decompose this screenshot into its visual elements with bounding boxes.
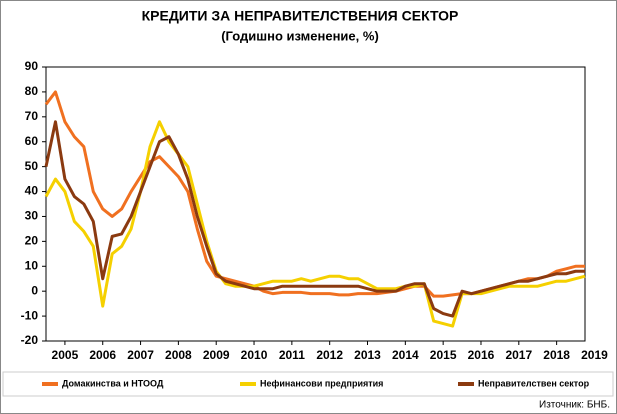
x-tick-label: 2016: [468, 348, 495, 362]
x-tick-label: 2018: [543, 348, 570, 362]
legend-frame: [2, 371, 614, 397]
x-tick-label: 2005: [52, 348, 79, 362]
y-tick-label: 20: [25, 234, 39, 248]
y-tick-label: 0: [31, 283, 38, 297]
series-line: [44, 120, 585, 318]
x-tick-label: 2006: [89, 348, 116, 362]
y-tick-label: 60: [25, 134, 39, 148]
y-tick-label: 30: [25, 209, 39, 223]
x-tick-label: 2007: [127, 348, 154, 362]
x-tick-label: 2010: [241, 348, 268, 362]
x-tick-label: 2015: [430, 348, 457, 362]
y-tick-label: 10: [25, 258, 39, 272]
y-tick-label: 50: [25, 159, 39, 173]
source: Източник: БНБ.: [539, 400, 610, 411]
y-tick-label: -10: [21, 308, 39, 322]
y-tick-label: -20: [21, 333, 39, 347]
y-tick-label: 40: [25, 184, 39, 198]
x-tick-label: 2013: [354, 348, 381, 362]
chart-subtitle: (Годишно изменение, %): [221, 28, 379, 43]
y-tick-label: 80: [25, 84, 39, 98]
x-tick-label: 2009: [203, 348, 230, 362]
y-tick-label: 90: [25, 59, 39, 73]
x-tick-label: 2012: [316, 348, 343, 362]
x-tick-label: 2011: [279, 348, 305, 362]
x-tick-label: 2008: [165, 348, 192, 362]
legend-label: Домакинства и НТООД: [62, 378, 164, 388]
x-tick-label: 2014: [392, 348, 419, 362]
plot-frame: [45, 66, 586, 342]
legend-label: Нефинансови предприятия: [260, 378, 383, 388]
chart-title: КРЕДИТИ ЗА НЕПРАВИТЕЛСТВЕНИЯ СЕКТОР: [142, 8, 459, 24]
y-tick-label: 70: [25, 109, 39, 123]
x-tick-label: 2017: [505, 348, 532, 362]
legend-label: Неправителствен сектор: [478, 378, 590, 388]
series-line: [44, 120, 586, 328]
x-tick-label: 2019: [581, 348, 608, 362]
